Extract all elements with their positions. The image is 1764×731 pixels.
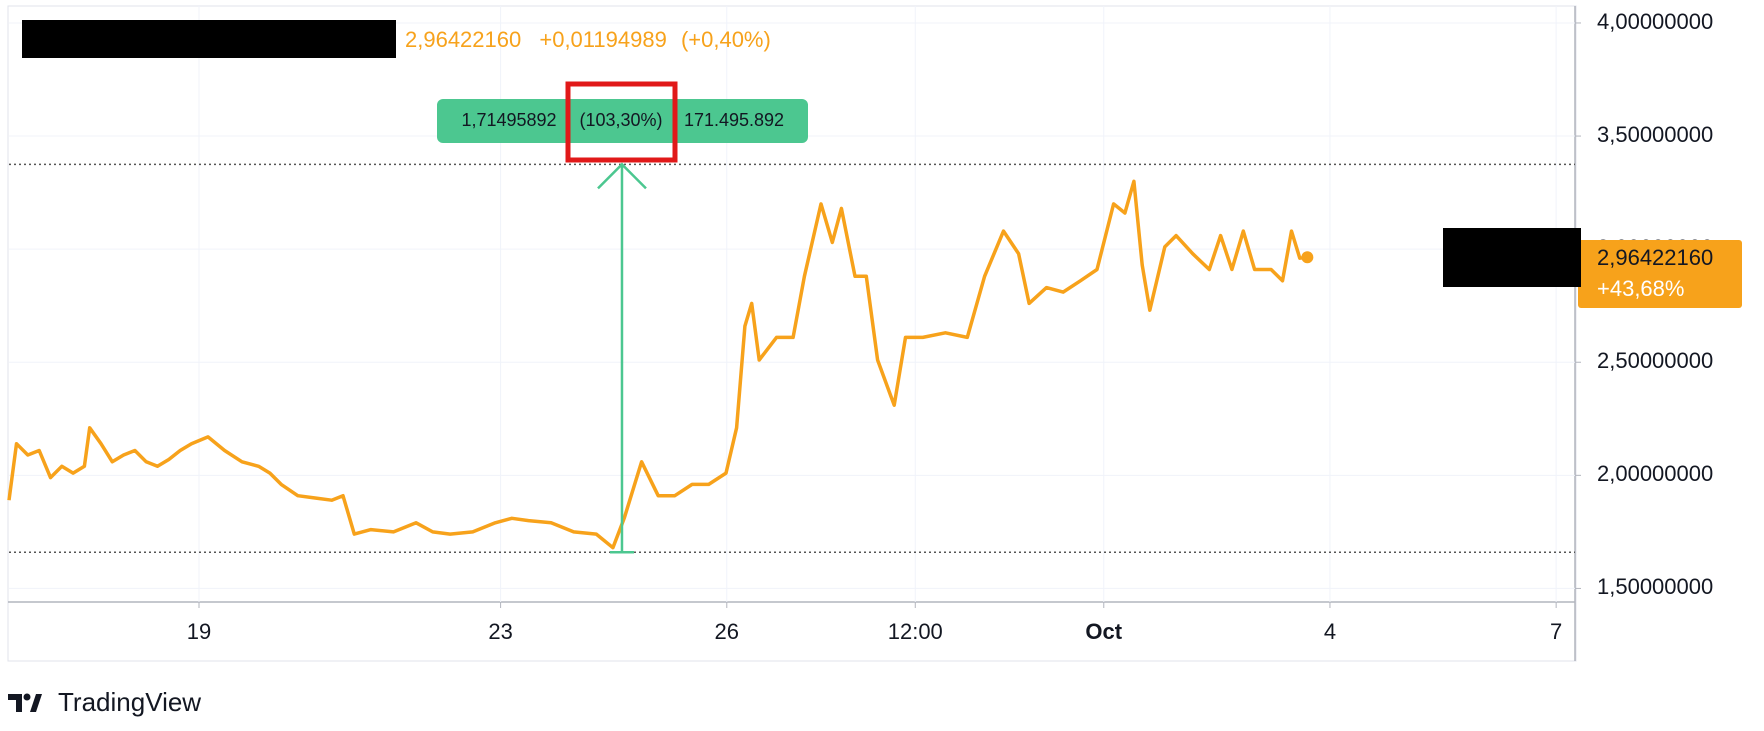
x-tick-label: 4: [1324, 619, 1336, 644]
header-change: +0,01194989: [539, 27, 666, 52]
header-quote: 2,96422160 +0,01194989 (+0,40%): [405, 27, 771, 52]
logo-icon: [23, 693, 31, 701]
x-tick-label: 12:00: [888, 619, 943, 644]
measure-arrowhead: [597, 162, 647, 190]
measure-percent: (103,30%): [579, 110, 662, 130]
x-tick-label: 7: [1550, 619, 1562, 644]
measure-tooltip: [437, 99, 808, 143]
last-value-badge: [1578, 240, 1742, 308]
y-tick-label: 3,50000000: [1597, 122, 1713, 147]
header-change-percent: (+0,40%): [681, 27, 771, 52]
x-tick-label: 19: [187, 619, 211, 644]
y-tick-label: 2,50000000: [1597, 348, 1713, 373]
logo-icon: [8, 694, 22, 712]
x-tick-label: 26: [715, 619, 739, 644]
y-tick-label: 1,50000000: [1597, 574, 1713, 599]
overlay: 1,71495892 (103,30%) 171.495.892 2,96422160…: [437, 81, 1742, 554]
redaction: [1443, 228, 1581, 287]
x-tick-label: 23: [488, 619, 512, 644]
header-price: 2,96422160: [405, 27, 521, 52]
redaction: [22, 20, 396, 58]
last-value-price: 2,96422160: [1597, 245, 1713, 270]
plot-frame: [7, 5, 1577, 662]
y-tick-label: 2,00000000: [1597, 461, 1713, 486]
last-point: [1301, 251, 1314, 264]
logo-text: TradingView: [58, 687, 201, 717]
y-tick-label: 4,00000000: [1597, 9, 1713, 34]
logo: TradingView: [8, 687, 201, 717]
x-tick-label: Oct: [1085, 619, 1122, 644]
logo-icon: [30, 694, 42, 712]
plot: [7, 163, 1575, 553]
highlight-box: [565, 81, 678, 163]
last-value-change: +43,68%: [1597, 276, 1684, 301]
measure-volume: 171.495.892: [684, 110, 784, 130]
price-line: [7, 179, 1308, 550]
measure-change: 1,71495892: [461, 110, 556, 130]
